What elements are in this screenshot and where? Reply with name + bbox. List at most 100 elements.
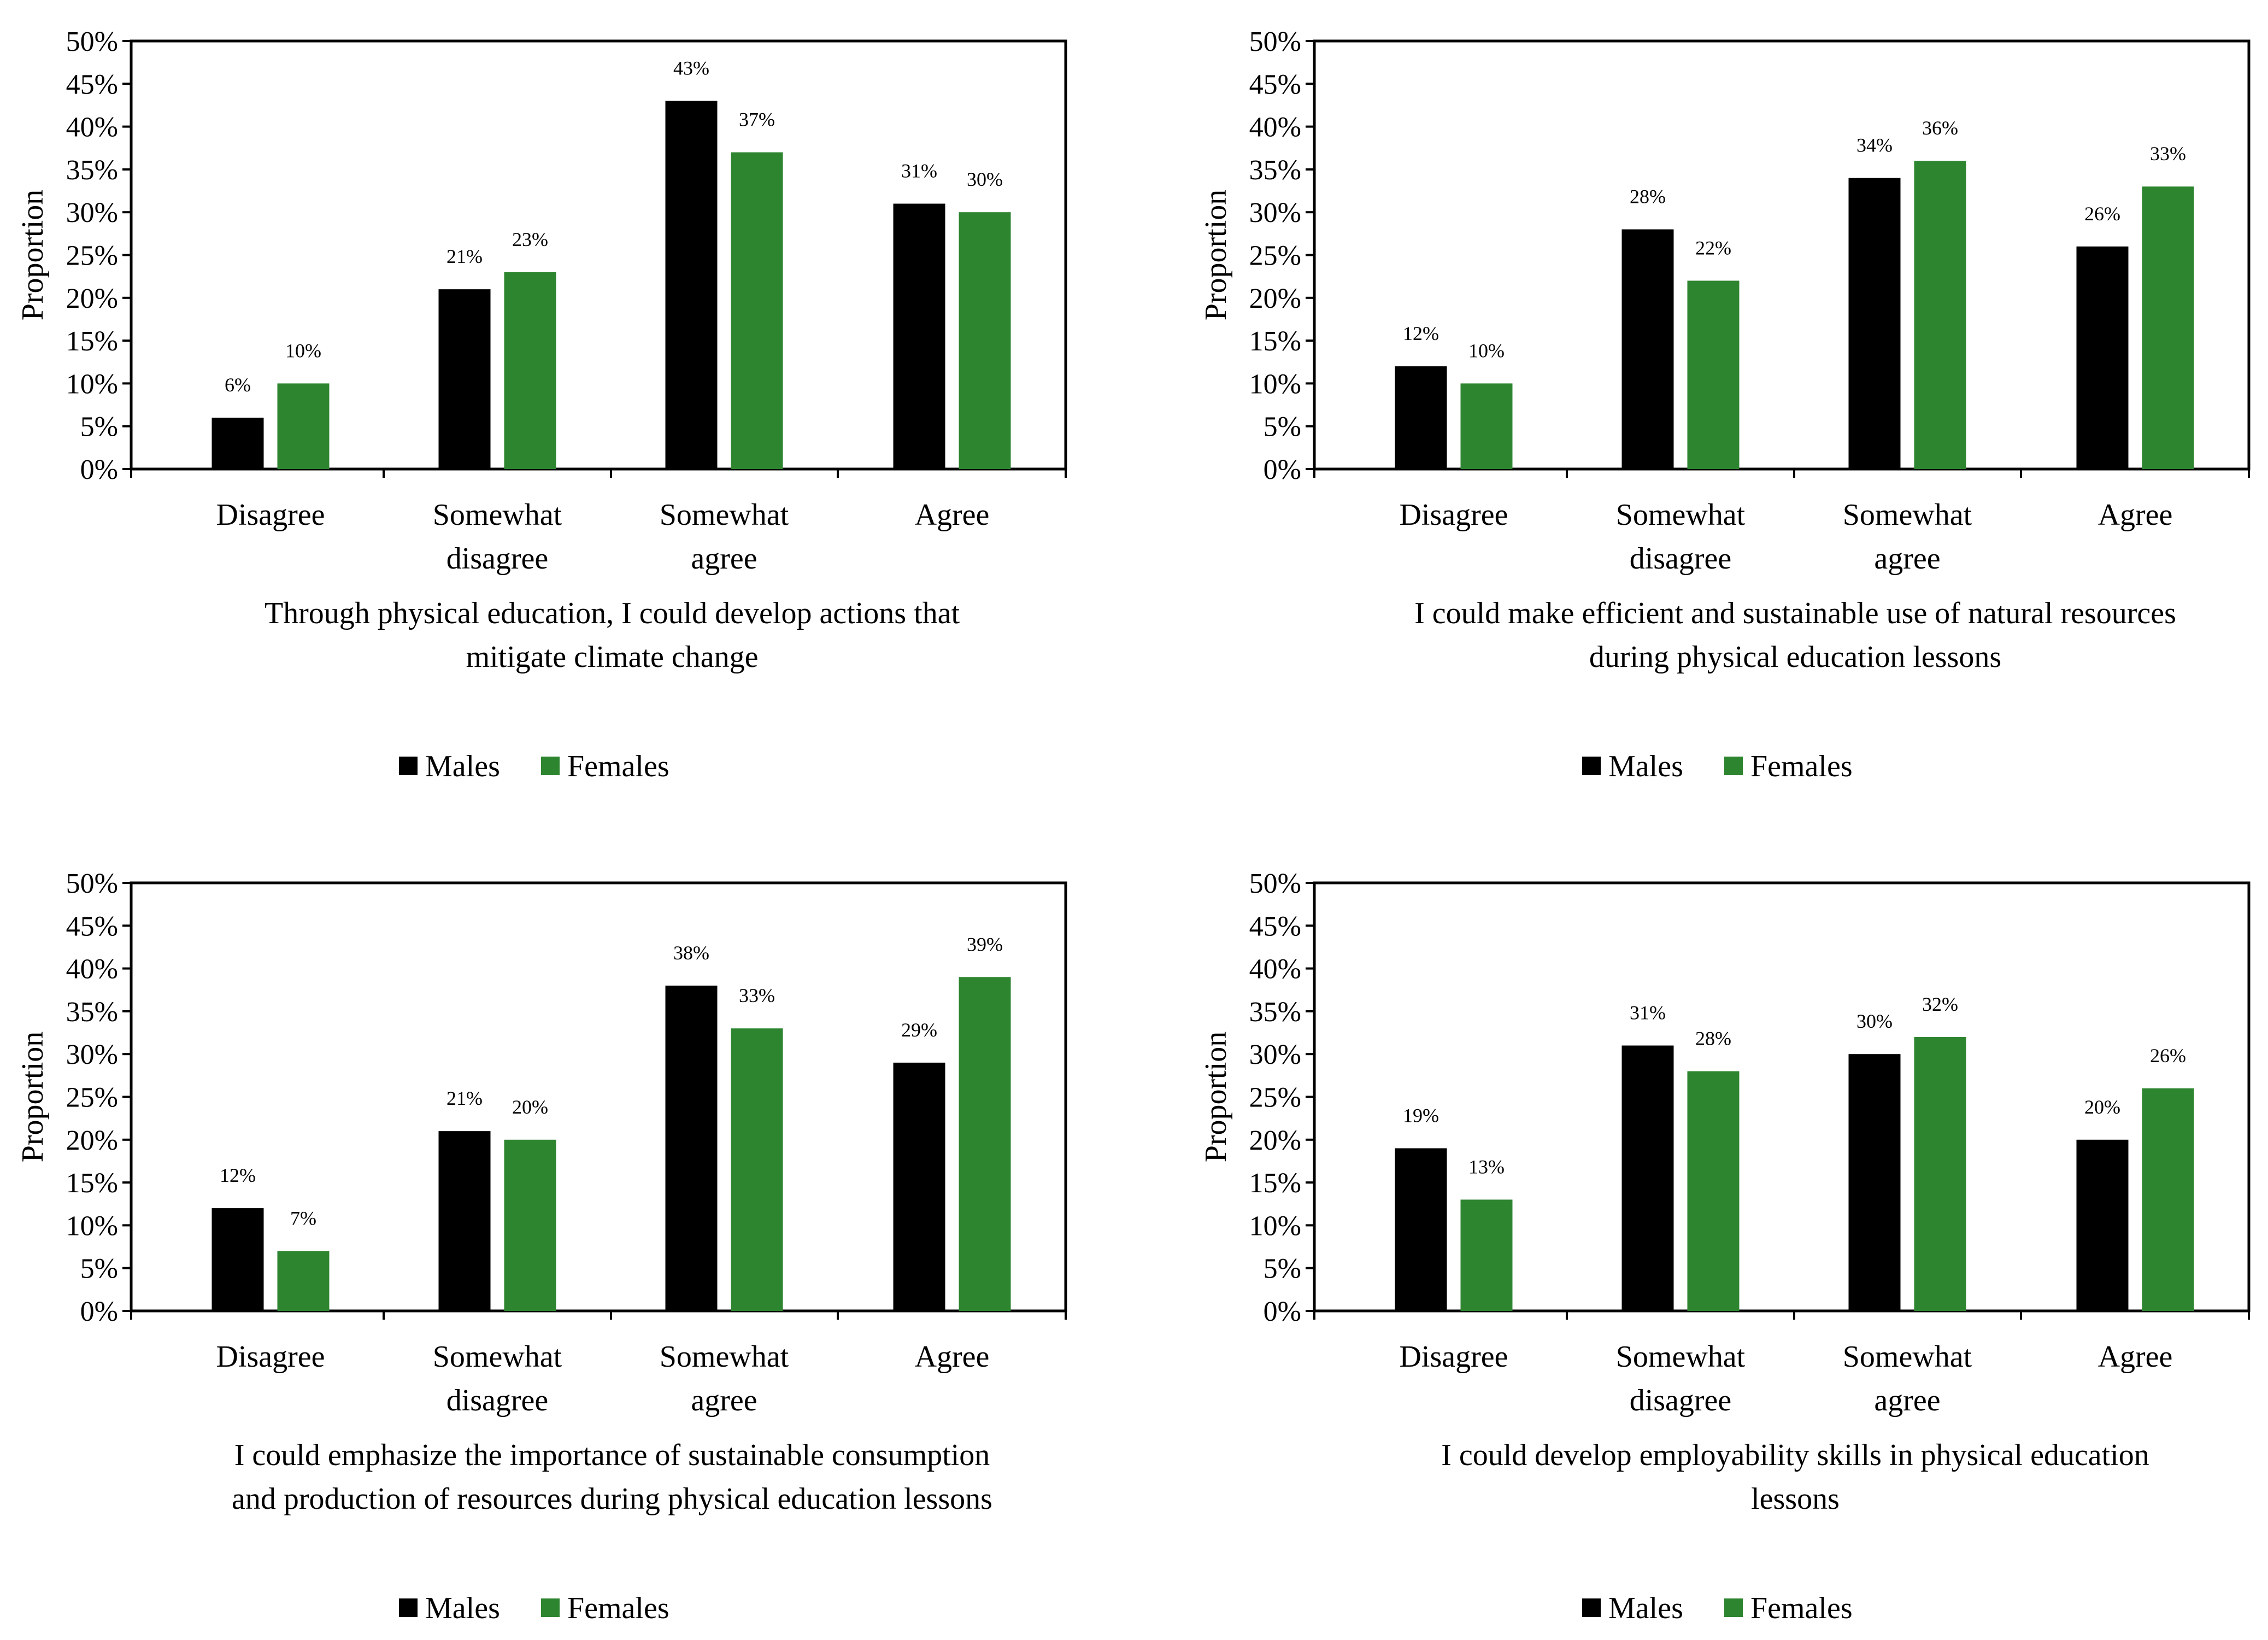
bar-males	[1848, 178, 1901, 469]
y-tick-label: 50%	[66, 26, 118, 57]
bar-females	[959, 212, 1011, 469]
y-tick-label: 10%	[1249, 368, 1301, 400]
legend: Males Females	[399, 749, 669, 783]
category-label: disagree	[1630, 542, 1732, 576]
data-label: 23%	[512, 229, 548, 250]
data-label: 10%	[1468, 339, 1505, 361]
x-axis-title: I could develop employability skills in …	[1441, 1438, 2149, 1472]
legend-swatch-males	[1582, 1598, 1601, 1617]
category-label: agree	[691, 1384, 757, 1418]
data-label: 21%	[446, 245, 483, 267]
bar-females	[731, 1028, 783, 1311]
y-tick-label: 15%	[66, 326, 118, 357]
legend-swatch-females	[1724, 757, 1743, 775]
data-label: 31%	[901, 160, 937, 182]
data-label: 28%	[1630, 186, 1666, 208]
category-label: disagree	[446, 1384, 549, 1418]
category-label: Disagree	[216, 498, 325, 532]
data-label: 12%	[1403, 323, 1439, 344]
category-label: Agree	[915, 498, 990, 532]
y-tick-label: 40%	[66, 954, 118, 985]
data-label: 33%	[739, 985, 775, 1006]
y-tick-label: 15%	[66, 1168, 118, 1199]
bar-females	[1914, 161, 1966, 469]
y-tick-label: 25%	[1249, 1082, 1301, 1114]
data-label: 30%	[967, 168, 1003, 190]
x-axis-title: mitigate climate change	[466, 640, 759, 674]
y-tick-label: 40%	[1249, 954, 1301, 985]
bar-males	[2076, 246, 2129, 469]
data-label: 22%	[1695, 237, 1731, 259]
x-axis-title: I could emphasize the importance of sust…	[234, 1438, 990, 1472]
y-tick-label: 35%	[1249, 997, 1301, 1028]
data-label: 7%	[290, 1207, 316, 1229]
y-tick-label: 30%	[1249, 1039, 1301, 1070]
legend-label-females: Females	[1750, 749, 1853, 783]
bar-males	[893, 1062, 945, 1311]
category-label: Somewhat	[660, 1340, 789, 1374]
y-tick-label: 20%	[66, 283, 118, 314]
legend-swatch-males	[399, 757, 418, 775]
y-tick-label: 0%	[1264, 454, 1301, 485]
data-label: 29%	[901, 1019, 937, 1041]
y-tick-label: 10%	[66, 368, 118, 400]
category-label: Agree	[2098, 498, 2173, 532]
data-label: 30%	[1856, 1010, 1893, 1032]
category-label: Agree	[915, 1340, 990, 1374]
bar-females	[277, 1251, 330, 1311]
data-label: 10%	[285, 339, 321, 361]
y-axis-title: Proportion	[16, 190, 50, 321]
data-label: 19%	[1403, 1104, 1439, 1126]
data-label: 13%	[1468, 1156, 1505, 1178]
category-label: disagree	[1630, 1384, 1732, 1418]
y-tick-label: 40%	[1249, 112, 1301, 143]
data-label: 33%	[2150, 143, 2186, 165]
data-label: 20%	[512, 1096, 548, 1118]
bar-females	[1460, 1199, 1513, 1311]
legend-label-males: Males	[1608, 1591, 1683, 1625]
category-label: disagree	[446, 542, 549, 576]
bar-males	[1621, 229, 1674, 469]
bar-females	[504, 1139, 556, 1311]
data-label: 12%	[220, 1164, 256, 1186]
data-label: 20%	[2084, 1096, 2120, 1118]
bar-males	[665, 101, 718, 469]
bar-males	[438, 289, 491, 469]
chart-panel-4: 0% 5% 10% 15% 20% 25% 30% 35% 40% 45% 50% Proportio…	[1199, 868, 2251, 1625]
category-label: Somewhat	[1616, 1340, 1746, 1374]
bar-males	[438, 1131, 491, 1311]
chart-panel-2: 0% 5% 10% 15% 20% 25% 30% 35% 40% 45% 50% Proportio…	[1199, 26, 2251, 783]
legend-label-males: Males	[425, 1591, 500, 1625]
y-tick-label: 0%	[80, 454, 118, 485]
legend: Males Females	[1582, 1591, 1853, 1625]
bar-males	[665, 985, 718, 1311]
y-tick-label: 45%	[66, 911, 118, 942]
bar-males	[1395, 1148, 1447, 1311]
bar-males	[1848, 1054, 1901, 1311]
category-label: Somewhat	[1616, 498, 1746, 532]
legend-swatch-females	[541, 1598, 560, 1617]
legend-label-females: Females	[567, 749, 669, 783]
data-label: 28%	[1695, 1028, 1731, 1050]
data-label: 6%	[225, 374, 251, 396]
category-label: Somewhat	[1843, 1340, 1972, 1374]
data-label: 31%	[1630, 1002, 1666, 1024]
y-tick-label: 15%	[1249, 326, 1301, 357]
x-axis-title: and production of resources during physi…	[232, 1482, 992, 1516]
y-tick-label: 5%	[1264, 1254, 1301, 1285]
bar-males	[893, 203, 945, 469]
y-tick-label: 45%	[1249, 69, 1301, 100]
y-tick-label: 35%	[1249, 155, 1301, 186]
category-label: agree	[691, 542, 757, 576]
y-tick-label: 0%	[1264, 1296, 1301, 1327]
y-tick-label: 5%	[1264, 412, 1301, 443]
data-label: 26%	[2084, 203, 2120, 225]
y-tick-label: 50%	[1249, 868, 1301, 899]
data-label: 32%	[1922, 993, 1958, 1015]
category-label: Somewhat	[1843, 498, 1972, 532]
legend-swatch-females	[1724, 1598, 1743, 1617]
x-axis-title: Through physical education, I could deve…	[265, 596, 960, 630]
bar-females	[504, 272, 556, 469]
x-axis-title: I could make efficient and sustainable u…	[1414, 596, 2176, 630]
